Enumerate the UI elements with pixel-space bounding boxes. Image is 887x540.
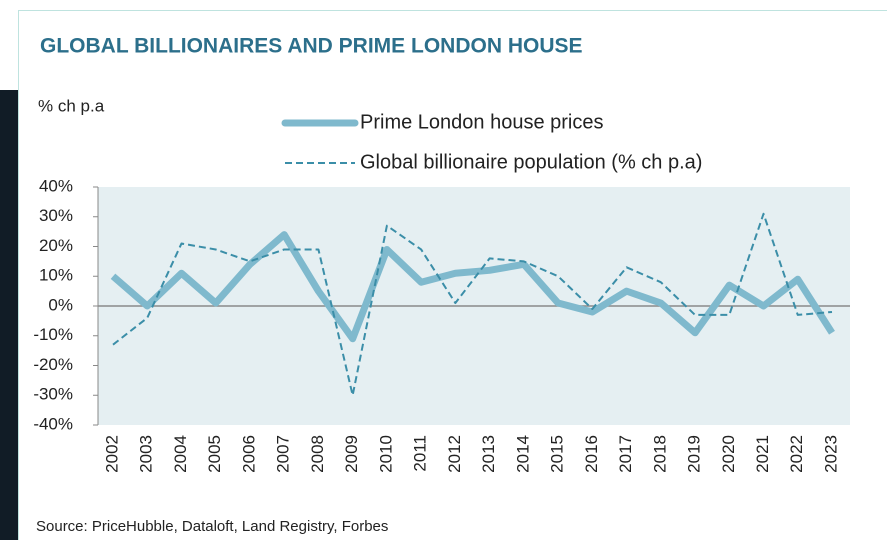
y-tick-label: -30%: [33, 385, 73, 404]
y-tick-label: 0%: [48, 295, 73, 314]
y-tick-label: 30%: [39, 206, 73, 225]
y-tick-label: 20%: [39, 236, 73, 255]
x-tick-label: 2015: [548, 435, 567, 473]
x-tick-label: 2012: [445, 435, 464, 473]
x-tick-label: 2006: [239, 435, 258, 473]
x-tick-label: 2018: [650, 435, 669, 473]
y-tick-label: -40%: [33, 414, 73, 433]
x-tick-label: 2019: [685, 435, 704, 473]
x-tick-label: 2005: [205, 435, 224, 473]
legend-label: Prime London house prices: [360, 111, 603, 133]
x-tick-label: 2009: [342, 435, 361, 473]
x-tick-label: 2014: [513, 435, 532, 473]
y-axis-label: % ch p.a: [38, 96, 105, 115]
x-tick-label: 2011: [411, 435, 430, 472]
x-tick-label: 2020: [719, 435, 738, 473]
x-tick-label: 2003: [137, 435, 156, 473]
x-tick-label: 2008: [308, 435, 327, 473]
source: Source: PriceHubble, Dataloft, Land Regi…: [36, 518, 388, 535]
x-tick-label: 2007: [274, 435, 293, 473]
x-tick-label: 2022: [787, 435, 806, 473]
y-tick-label: 10%: [39, 266, 73, 285]
dark-strip: [0, 90, 18, 540]
y-tick-label: 40%: [39, 176, 73, 195]
x-tick-label: 2016: [582, 435, 601, 473]
chart-title: GLOBAL BILLIONAIRES AND PRIME LONDON HOU…: [40, 35, 583, 58]
y-tick-label: -20%: [33, 355, 73, 374]
x-tick-label: 2023: [821, 435, 840, 473]
x-tick-label: 2004: [171, 435, 190, 473]
series-line: [112, 212, 833, 397]
x-tick-label: 2013: [479, 435, 498, 473]
x-tick-label: 2002: [102, 435, 121, 473]
x-tick-label: 2010: [376, 435, 395, 473]
y-tick-label: -10%: [33, 325, 73, 344]
x-tick-label: 2017: [616, 435, 635, 473]
series-line: [110, 231, 835, 343]
legend-label: Global billionaire population (% ch p.a): [360, 151, 702, 173]
x-tick-label: 2021: [753, 435, 772, 473]
